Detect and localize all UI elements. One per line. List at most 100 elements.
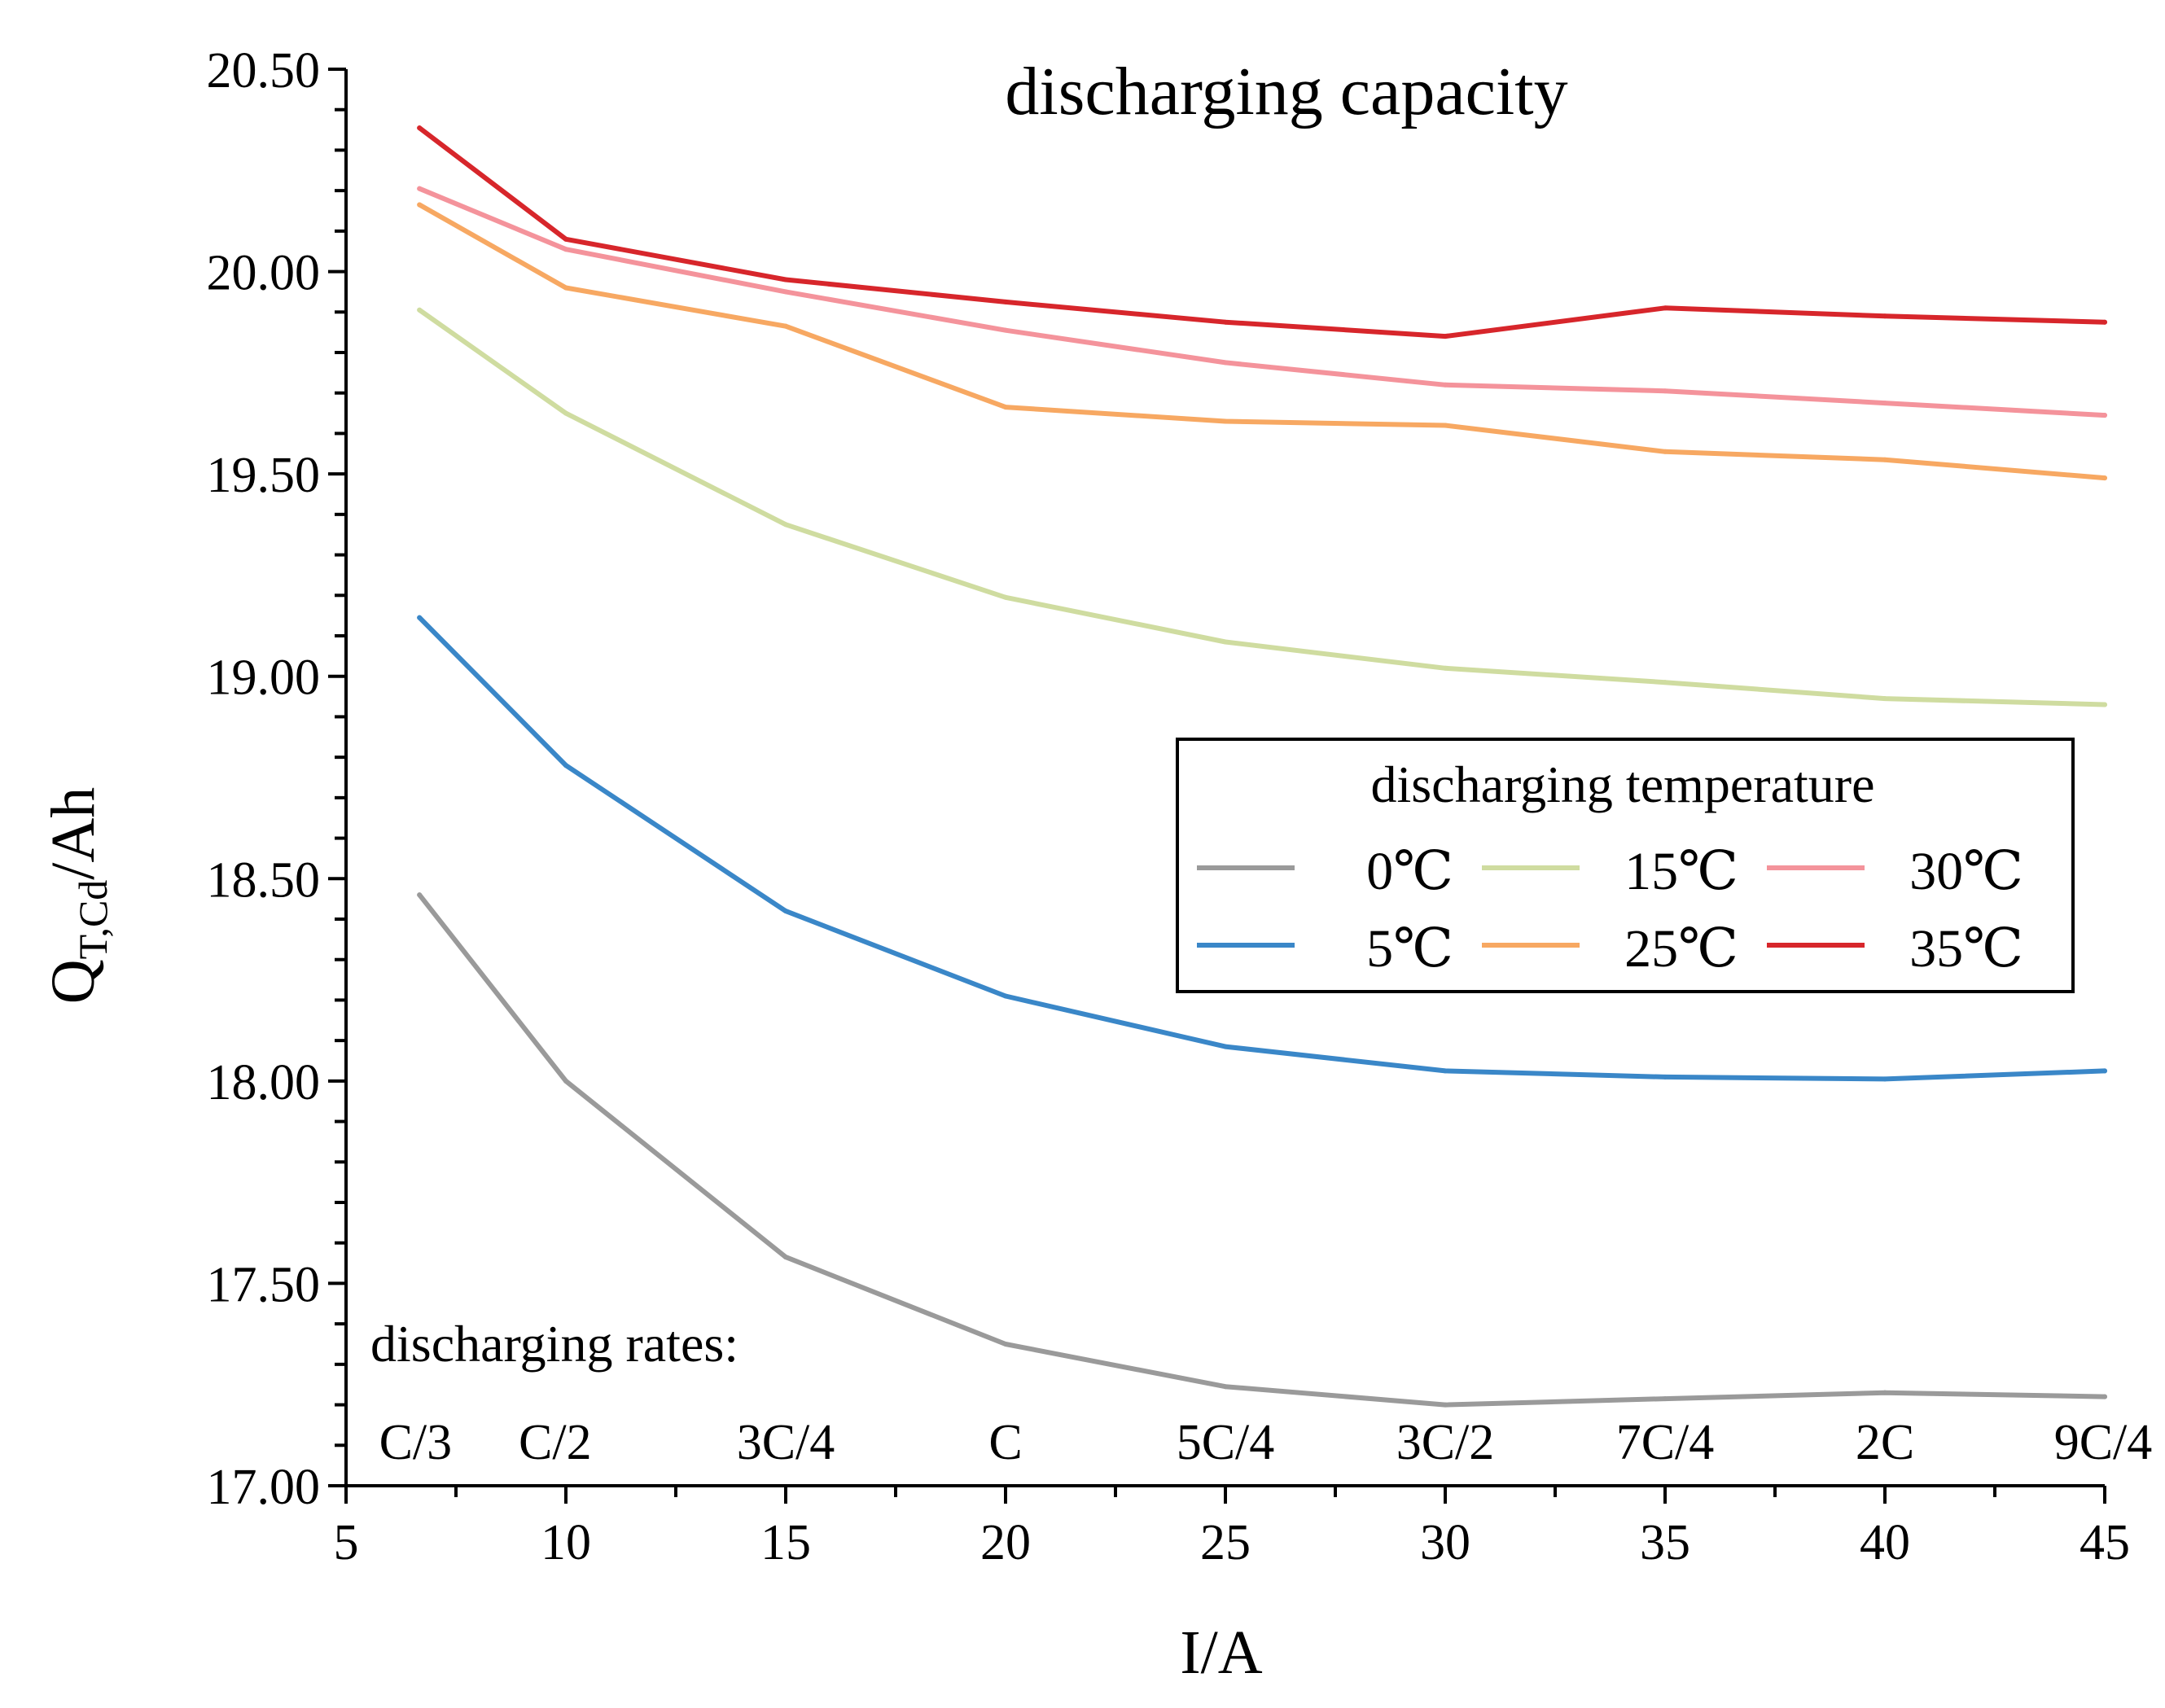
data-point (1223, 1384, 1228, 1390)
rate-label: 9C/4 (2054, 1415, 2153, 1470)
y-tick-label: 18.00 (207, 1055, 321, 1110)
data-point (1882, 401, 1887, 406)
series-line-4 (417, 186, 2107, 418)
legend-label: 15℃ (1624, 842, 1738, 901)
data-point (1003, 1342, 1008, 1347)
data-point (1223, 1044, 1228, 1049)
rate-label: 5C/4 (1177, 1415, 1275, 1470)
data-point (1663, 680, 1668, 685)
rate-label: 2C (1856, 1415, 1914, 1470)
svg-text:QT,Cd/Ah: QT,Cd/Ah (39, 787, 116, 1005)
y-tick-label: 19.50 (207, 448, 321, 503)
legend-label: 25℃ (1624, 919, 1738, 979)
data-point (1223, 639, 1228, 645)
x-tick-label: 25 (1200, 1515, 1251, 1570)
y-axis-label-main: Q (39, 959, 107, 1004)
rate-label: 3C/2 (1396, 1415, 1495, 1470)
data-point (563, 1078, 568, 1084)
series-lines (417, 125, 2107, 1408)
legend-frame (1176, 738, 2075, 993)
data-point (1882, 696, 1887, 702)
data-point (417, 615, 423, 620)
data-point (2102, 1068, 2107, 1074)
data-point (563, 247, 568, 252)
data-point (1443, 423, 1448, 428)
data-point (417, 892, 423, 898)
data-point (1443, 334, 1448, 339)
chart-title: discharging capacity (1005, 54, 1567, 129)
series-line-2 (417, 307, 2107, 707)
legend: discharging temperature 0℃ 15℃ 30℃ 5℃ 25℃ 35℃ (1176, 738, 2075, 993)
data-point (417, 202, 423, 208)
data-point (1223, 319, 1228, 325)
data-point (2102, 1394, 2107, 1399)
x-tick-label: 40 (1860, 1515, 1910, 1570)
discharging-rates-title: discharging rates: (370, 1315, 738, 1373)
y-tick-label: 19.00 (207, 650, 321, 706)
y-tick-label: 17.50 (207, 1257, 321, 1312)
y-axis-label-unit: /Ah (39, 787, 107, 880)
data-point (563, 236, 568, 242)
data-point (1443, 1068, 1448, 1074)
data-point (1223, 360, 1228, 366)
y-tick-label: 17.00 (207, 1460, 321, 1515)
data-point (563, 285, 568, 291)
y-tick-label: 18.50 (207, 852, 321, 908)
data-point (1443, 382, 1448, 388)
legend-label: 35℃ (1909, 919, 2023, 979)
x-tick-label: 10 (541, 1515, 591, 1570)
data-point (783, 1255, 788, 1260)
data-point (1882, 1076, 1887, 1082)
data-point (783, 277, 788, 282)
data-point (2102, 475, 2107, 481)
data-point (1882, 313, 1887, 319)
data-point (1663, 1074, 1668, 1080)
data-point (1882, 1390, 1887, 1395)
data-point (417, 125, 423, 131)
data-point (1003, 993, 1008, 999)
data-point (563, 410, 568, 416)
data-point (1003, 327, 1008, 333)
x-tick-label: 5 (334, 1515, 359, 1570)
data-point (2102, 319, 2107, 325)
data-point (783, 323, 788, 329)
legend-label: 0℃ (1366, 842, 1453, 901)
legend-title: discharging temperature (1370, 755, 1874, 813)
data-point (1663, 305, 1668, 311)
data-point (2102, 413, 2107, 418)
legend-label: 5℃ (1366, 919, 1453, 979)
data-point (417, 186, 423, 191)
data-point (1882, 457, 1887, 462)
y-axis-label-sub: T,Cd (70, 880, 116, 960)
series-line-3 (417, 202, 2107, 481)
y-tick-label: 20.50 (207, 43, 321, 99)
rate-label: C (988, 1415, 1022, 1470)
x-tick-label: 30 (1420, 1515, 1470, 1570)
data-point (1663, 1396, 1668, 1402)
x-tick-label: 15 (760, 1515, 811, 1570)
rate-label: 7C/4 (1616, 1415, 1715, 1470)
data-point (1443, 1402, 1448, 1408)
data-point (1663, 388, 1668, 394)
axes: 17.00 17.50 18.00 18.50 19.00 19.50 20.00 20.50… (207, 43, 2131, 1570)
data-point (1663, 449, 1668, 454)
data-point (1003, 299, 1008, 304)
data-point (1003, 594, 1008, 600)
x-tick-label: 45 (2080, 1515, 2130, 1570)
discharging-rate-labels: C/3 C/2 3C/4 C 5C/4 3C/2 7C/4 2C 9C/4 (379, 1415, 2153, 1470)
data-point (1443, 665, 1448, 671)
rate-label: C/3 (379, 1415, 453, 1470)
data-point (1003, 405, 1008, 410)
x-axis-label: I/A (1180, 1618, 1262, 1687)
x-tick-label: 20 (980, 1515, 1031, 1570)
x-tick-label: 35 (1640, 1515, 1690, 1570)
y-tick-label: 20.00 (207, 246, 321, 301)
data-point (563, 763, 568, 769)
data-point (417, 307, 423, 313)
data-point (783, 289, 788, 295)
data-point (2102, 702, 2107, 707)
data-point (783, 909, 788, 914)
data-point (783, 522, 788, 528)
rate-label: 3C/4 (737, 1415, 835, 1470)
